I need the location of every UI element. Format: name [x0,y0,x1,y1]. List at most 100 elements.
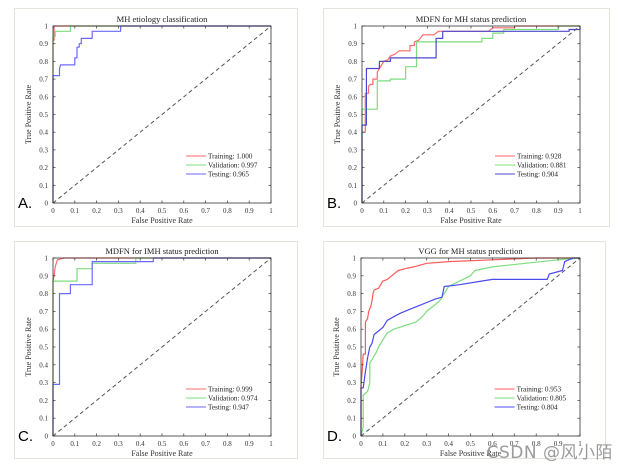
roc-chart-d: VGG for MH status prediction 0 0.1 0.2 0.3 0.… [332,246,582,458]
y-tick-label: 0.9 [348,40,357,48]
x-tick-label: 0.1 [379,440,388,448]
chance-diagonal-line [52,257,272,437]
y-tick-label: 0.6 [39,93,48,101]
x-tick-label: 0.6 [488,207,497,215]
x-tick-label: 0.5 [158,207,167,215]
x-tick-label: 0.6 [179,207,188,215]
y-tick-label: 0.4 [39,361,48,369]
legend-entry: Testing: 0.904 [517,171,558,179]
chart-title: VGG for MH status prediction [418,246,523,256]
legend-entry: Testing: 0.947 [208,404,249,412]
x-tick-label: 0.5 [467,207,476,215]
y-tick-label: 0.8 [348,58,357,66]
chart-title: MDFN for IMH status prediction [105,246,219,256]
roc-chart-b: MDFN for MH status prediction 0 0.1 0.2 0.3 0… [333,14,582,225]
x-tick-label: 0 [51,207,55,215]
x-tick-label: 0 [51,440,55,448]
y-tick-label: 0.7 [347,308,356,316]
series-line-validation [360,257,581,437]
x-tick-label: 0.5 [158,440,167,448]
y-tick-label: 0.9 [347,272,356,280]
y-tick-label: 0.9 [39,272,48,280]
panel-label-a: A. [18,195,33,212]
y-tick-label: 0 [45,433,49,441]
y-tick-label: 0.4 [347,361,356,369]
roc-panel-d: VGG for MH status prediction 0 0.1 0.2 0.3 0.… [323,241,606,459]
legend-entry: Validation: 0.997 [208,162,258,170]
x-tick-label: 0.5 [466,440,475,448]
y-tick-label: 0.1 [39,182,48,190]
y-tick-label: 0 [45,200,49,208]
y-tick-label: 0.6 [39,326,48,334]
x-tick-label: 0.1 [70,207,79,215]
x-tick-label: 1 [578,207,582,215]
y-tick-label: 0.1 [347,415,356,423]
x-tick-label: 0.3 [114,440,123,448]
x-tick-label: 0.4 [136,440,145,448]
x-tick-label: 0.7 [510,440,519,448]
y-tick-label: 0.2 [39,397,48,405]
y-tick-label: 0 [354,200,358,208]
x-tick-label: 1 [269,440,273,448]
x-tick-label: 0.9 [554,440,563,448]
watermark: CSDN @风小陌 [486,443,613,463]
x-axis-label: False Positive Rate [440,449,502,458]
x-tick-label: 0.8 [532,207,541,215]
panel-label-d: D. [327,428,342,445]
x-tick-label: 0.2 [92,440,101,448]
x-tick-label: 0.4 [444,440,453,448]
roc-chart-a: MH etiology classification 0 0.1 0.2 0.3 0.4 0… [24,14,273,225]
y-tick-label: 0.3 [39,146,48,154]
x-tick-label: 0.9 [245,440,254,448]
y-tick-label: 0.5 [348,111,357,119]
y-tick-label: 0 [353,433,357,441]
x-tick-label: 0.9 [554,207,563,215]
roc-panel-b: MDFN for MH status prediction 0 0.1 0.2 0.3 0… [323,8,610,227]
x-tick-label: 0.2 [92,207,101,215]
series-line-validation [361,25,580,203]
y-tick-label: 0.2 [347,397,356,405]
roc-panel-c: MDFN for IMH status prediction 0 0.1 0.2 0.3… [14,241,298,459]
legend-entry: Training: 0.999 [208,386,253,394]
y-tick-label: 0.1 [39,415,48,423]
y-tick-label: 0.2 [39,164,48,172]
x-tick-label: 0.2 [401,207,410,215]
series-line-training [361,25,580,203]
legend-entry: Training: 0.928 [517,153,562,161]
y-axis-label: True Positive Rate [332,317,341,377]
x-tick-label: 0.9 [245,207,254,215]
chart-title: MH etiology classification [117,14,208,24]
series-line-training [360,257,580,436]
x-tick-label: 0.4 [445,207,454,215]
y-tick-label: 0.9 [39,40,48,48]
y-tick-label: 1 [45,23,49,31]
y-tick-label: 0.4 [348,129,357,137]
x-tick-label: 0.6 [488,440,497,448]
y-tick-label: 1 [353,255,357,263]
y-tick-label: 0.7 [39,76,48,84]
x-tick-label: 0.8 [223,440,232,448]
y-tick-label: 1 [354,23,358,31]
y-axis-label: True Positive Rate [333,84,342,144]
x-tick-label: 1 [578,440,582,448]
x-tick-label: 0.1 [70,440,79,448]
roc-panel-a: MH etiology classification 0 0.1 0.2 0.3 0.4 0… [14,8,298,227]
x-tick-label: 0.3 [423,207,432,215]
legend-entry: Testing: 0.965 [208,171,249,179]
x-tick-label: 0 [360,207,364,215]
chance-diagonal-line [360,257,581,437]
legend-entry: Testing: 0.804 [517,404,558,412]
panel-label-b: B. [327,195,342,212]
x-tick-label: 0.2 [400,440,409,448]
x-tick-label: 0.3 [114,207,123,215]
x-tick-label: 0.8 [223,207,232,215]
y-tick-label: 0.8 [347,290,356,298]
y-axis-label: True Positive Rate [24,317,33,377]
y-tick-label: 1 [45,255,49,263]
series-line-testing [52,25,271,203]
x-tick-label: 0.4 [136,207,145,215]
